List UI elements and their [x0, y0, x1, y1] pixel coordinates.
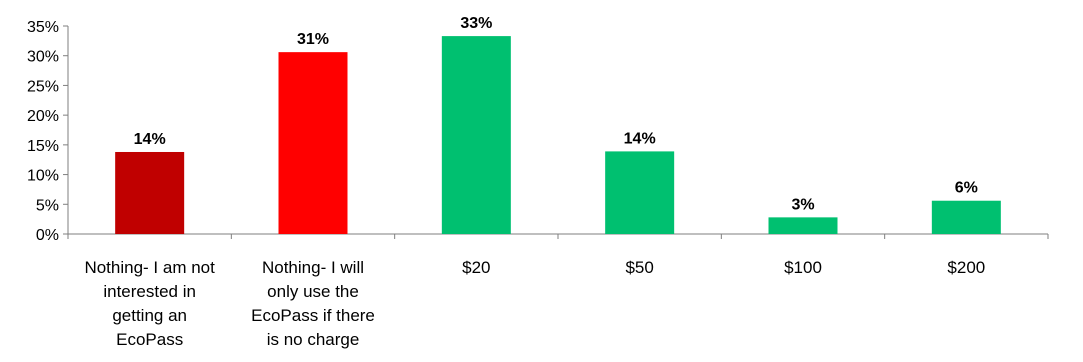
data-label: 14% — [624, 130, 656, 147]
category-label: $50 — [625, 258, 653, 277]
bar — [768, 217, 838, 234]
y-tick-label: 10% — [27, 168, 59, 185]
bar — [605, 151, 675, 234]
bar — [278, 52, 348, 234]
category-label: $20 — [462, 258, 490, 277]
data-labels: 14% 31% 33% 14% 3% 6% — [134, 15, 978, 213]
category-label: Nothing- I will only use the EcoPass if th… — [251, 258, 375, 349]
data-label: 31% — [297, 31, 329, 48]
data-label: 14% — [134, 131, 166, 148]
bar — [441, 36, 511, 234]
y-tick-label: 0% — [36, 227, 59, 244]
y-tick-label: 25% — [27, 78, 59, 95]
y-tick-label: 15% — [27, 138, 59, 155]
y-tick-label: 5% — [36, 197, 59, 214]
category-label: Nothing- I am not interested in getting an… — [84, 258, 215, 349]
y-axis-ticks: 0% 5% 10% 15% 20% 25% 30% 35% — [27, 19, 1049, 244]
category-labels: Nothing- I am not interested in getting an… — [84, 258, 985, 349]
y-tick-label: 20% — [27, 108, 59, 125]
y-tick-label: 30% — [27, 49, 59, 66]
bars — [115, 36, 1001, 234]
data-label: 6% — [955, 180, 978, 197]
category-label: $200 — [947, 258, 985, 277]
data-label: 33% — [460, 15, 492, 32]
data-label: 3% — [791, 196, 814, 213]
bar — [931, 200, 1001, 234]
bar — [115, 151, 185, 234]
category-label: $100 — [784, 258, 822, 277]
y-tick-label: 35% — [27, 19, 59, 36]
